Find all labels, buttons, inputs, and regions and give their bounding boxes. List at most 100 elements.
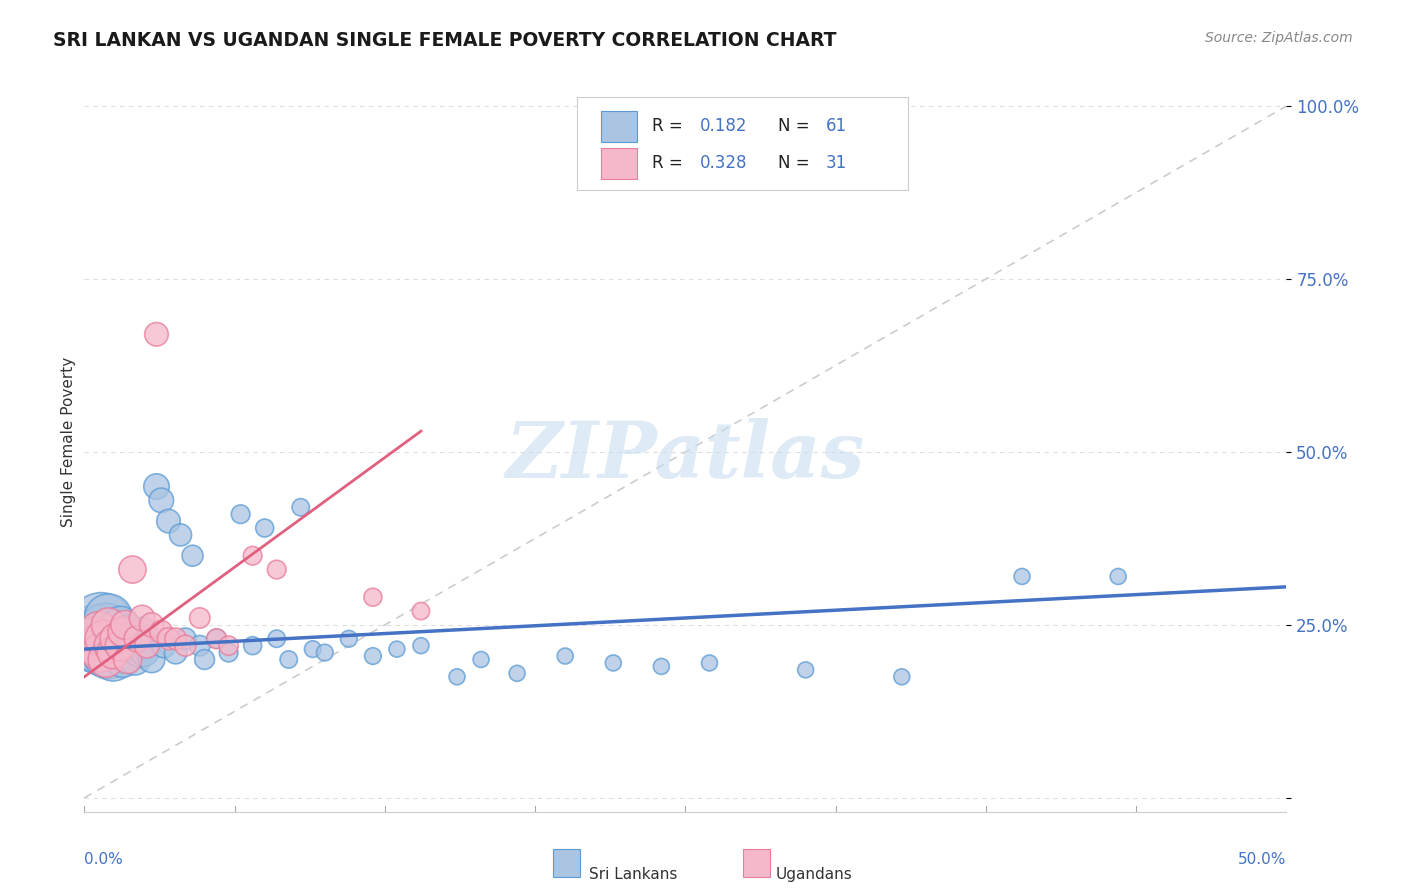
Point [506, 666, 529, 681]
Point [111, 652, 134, 666]
Point [194, 652, 217, 666]
Point [97, 618, 120, 632]
Point [165, 646, 187, 660]
FancyBboxPatch shape [602, 147, 637, 178]
Point [266, 632, 288, 646]
Point [157, 514, 180, 528]
Point [229, 507, 252, 521]
Text: 0.182: 0.182 [700, 117, 748, 136]
Point [152, 639, 174, 653]
Point [124, 652, 146, 666]
Point [174, 632, 197, 646]
Text: Ugandans: Ugandans [776, 867, 852, 882]
Point [277, 652, 299, 666]
Text: 0.328: 0.328 [700, 154, 748, 172]
Point [121, 646, 143, 660]
Point [141, 618, 163, 632]
Point [121, 563, 143, 577]
Point [218, 646, 240, 660]
Point [93, 639, 115, 653]
Point [290, 500, 312, 515]
Point [890, 670, 912, 684]
Point [157, 632, 180, 646]
Point [794, 663, 817, 677]
Point [218, 639, 240, 653]
Point [93, 632, 115, 646]
FancyBboxPatch shape [744, 849, 769, 877]
Point [409, 639, 432, 653]
Point [135, 639, 157, 653]
Point [205, 632, 228, 646]
Text: 0.0%: 0.0% [84, 853, 124, 867]
Text: R =: R = [652, 117, 688, 136]
Point [150, 493, 173, 508]
Text: R =: R = [652, 154, 688, 172]
Point [110, 618, 132, 632]
Point [117, 624, 139, 639]
Point [242, 549, 264, 563]
Point [97, 611, 120, 625]
Text: 50.0%: 50.0% [1239, 853, 1286, 867]
Point [361, 591, 384, 605]
Point [385, 642, 408, 657]
Point [165, 632, 187, 646]
Point [145, 327, 167, 342]
Point [145, 479, 167, 493]
Text: Sri Lankans: Sri Lankans [589, 867, 678, 882]
Point [94, 652, 117, 666]
Text: Source: ZipAtlas.com: Source: ZipAtlas.com [1205, 31, 1353, 45]
Point [150, 624, 173, 639]
Point [103, 652, 125, 666]
Point [699, 656, 721, 670]
FancyBboxPatch shape [602, 111, 637, 142]
Point [266, 563, 288, 577]
Point [181, 549, 204, 563]
Point [314, 646, 336, 660]
Point [361, 648, 384, 663]
Point [100, 639, 122, 653]
FancyBboxPatch shape [553, 849, 579, 877]
Point [110, 646, 132, 660]
Point [134, 646, 156, 660]
Point [97, 632, 120, 646]
Point [650, 659, 672, 673]
Y-axis label: Single Female Poverty: Single Female Poverty [60, 357, 76, 526]
Point [100, 639, 122, 653]
Point [117, 652, 139, 666]
Point [90, 618, 112, 632]
Point [134, 639, 156, 653]
Point [242, 639, 264, 653]
Text: N =: N = [778, 117, 815, 136]
Point [174, 639, 197, 653]
Text: 31: 31 [827, 154, 848, 172]
Point [114, 618, 136, 632]
Point [83, 632, 105, 646]
Point [87, 624, 110, 639]
Point [205, 632, 228, 646]
Point [131, 611, 153, 625]
Point [602, 656, 624, 670]
Point [110, 632, 132, 646]
Point [127, 632, 149, 646]
Point [90, 646, 112, 660]
Point [86, 632, 108, 646]
Text: N =: N = [778, 154, 815, 172]
Point [86, 639, 108, 653]
Text: 61: 61 [827, 117, 848, 136]
Point [104, 624, 127, 639]
Point [114, 639, 136, 653]
Point [110, 639, 132, 653]
Text: ZIPatlas: ZIPatlas [506, 418, 865, 494]
Point [128, 646, 150, 660]
Point [554, 648, 576, 663]
FancyBboxPatch shape [578, 97, 908, 190]
Point [141, 652, 163, 666]
Point [169, 528, 191, 542]
Point [253, 521, 276, 535]
Point [301, 642, 323, 657]
Point [446, 670, 468, 684]
Point [121, 632, 143, 646]
Point [111, 624, 134, 639]
Point [188, 639, 211, 653]
Point [1011, 569, 1033, 583]
